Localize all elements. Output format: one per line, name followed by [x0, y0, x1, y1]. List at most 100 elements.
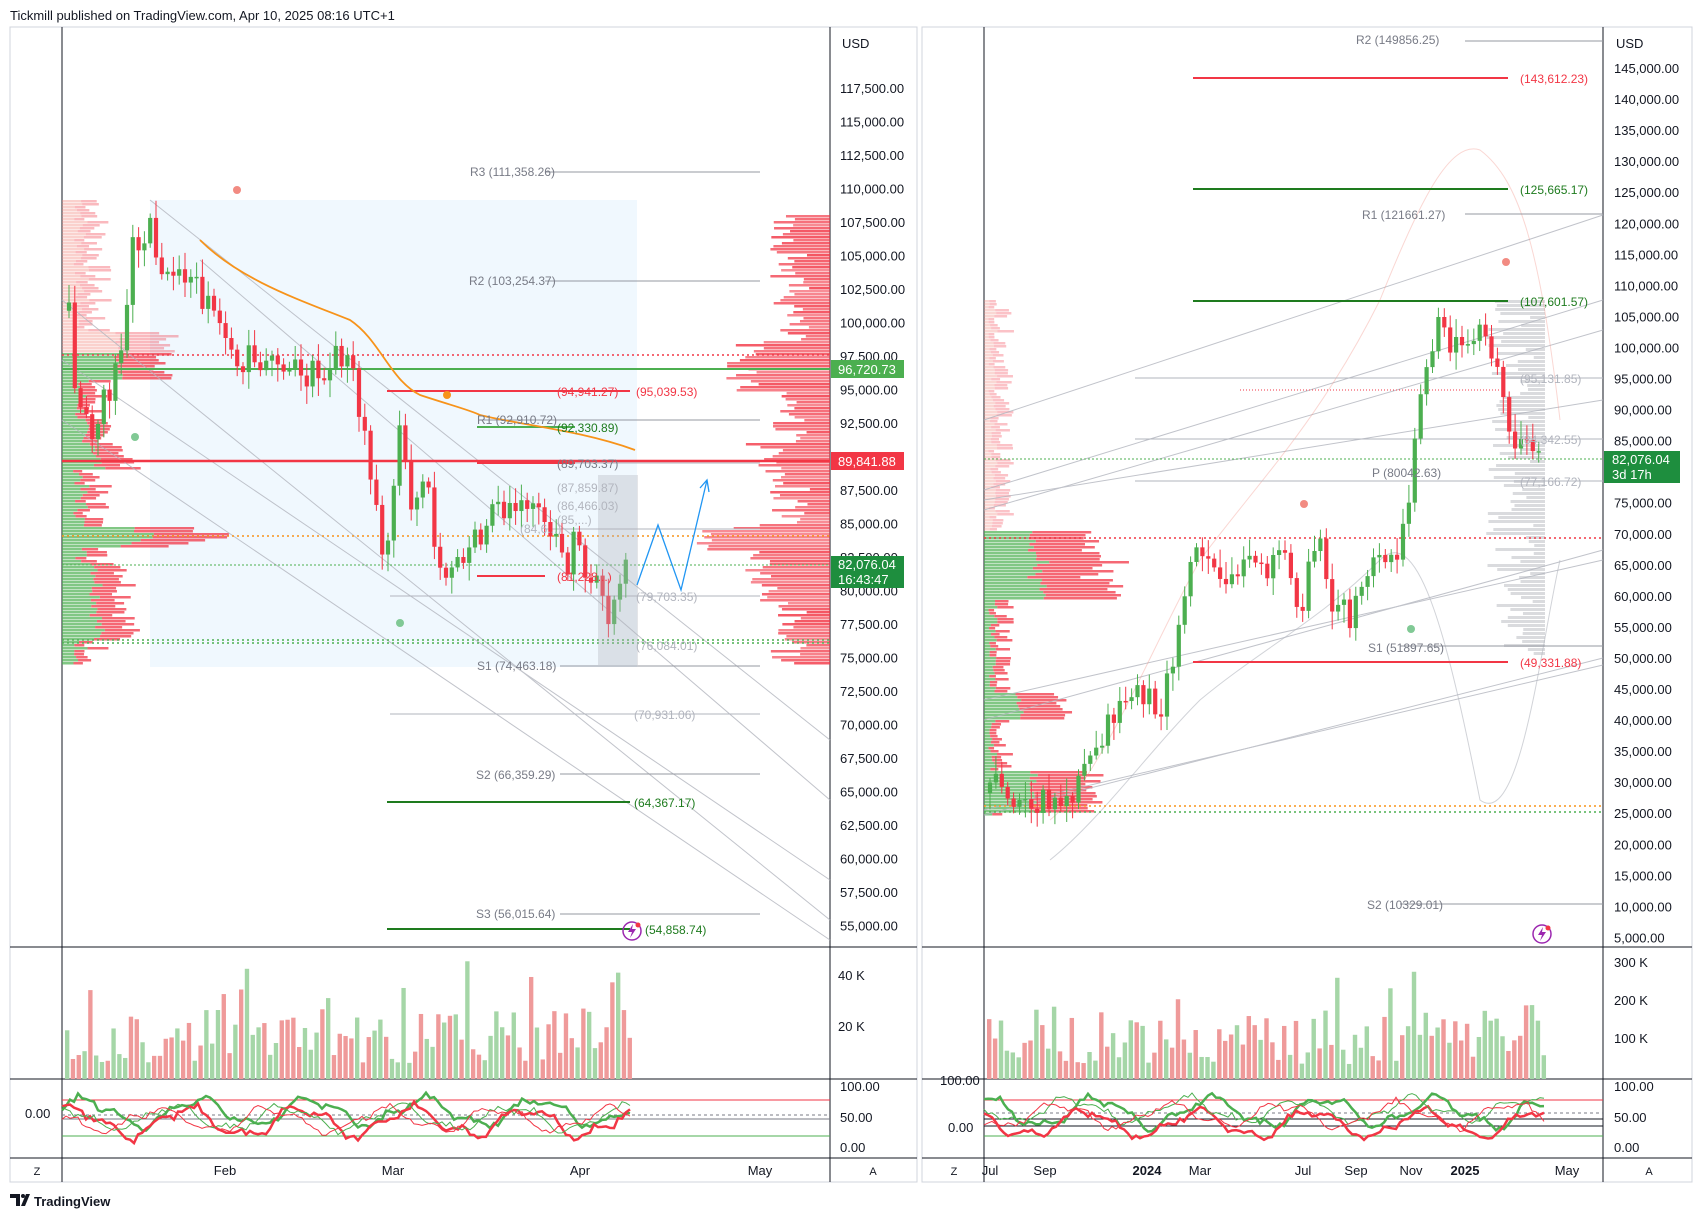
right-price-tick[interactable]: 70,000.00 [1614, 527, 1672, 542]
right-price-tick[interactable]: 20,000.00 [1614, 837, 1672, 852]
volume-profile-bar [1503, 484, 1545, 487]
right-price-tick[interactable]: 120,000.00 [1614, 216, 1679, 231]
left-price-tick[interactable]: 75,000.00 [840, 651, 898, 666]
volume-profile-bar [1030, 771, 1087, 774]
left-price-tick[interactable]: 100,000.00 [840, 316, 905, 331]
right-price-tick[interactable]: 40,000.00 [1614, 713, 1672, 728]
left-zoom-button[interactable]: Z [34, 1166, 41, 1178]
right-currency-label[interactable]: USD [1616, 36, 1643, 51]
left-price-tick[interactable]: 60,000.00 [840, 852, 898, 867]
volume-bar [534, 1027, 540, 1079]
right-time-sep2[interactable]: Sep [1344, 1163, 1367, 1178]
right-price-tick[interactable]: 75,000.00 [1614, 496, 1672, 511]
right-price-tick[interactable]: 30,000.00 [1614, 775, 1672, 790]
left-time-feb[interactable]: Feb [214, 1163, 236, 1178]
right-price-tick[interactable]: 55,000.00 [1614, 620, 1672, 635]
left-price-tick[interactable]: 67,500.00 [840, 751, 898, 766]
volume-profile-bar [795, 272, 830, 275]
right-zoom-button[interactable]: Z [951, 1166, 958, 1178]
right-time-mar[interactable]: Mar [1189, 1163, 1212, 1178]
right-price-tick[interactable]: 65,000.00 [1614, 558, 1672, 573]
right-price-tick[interactable]: 90,000.00 [1614, 403, 1672, 418]
right-chart-pane[interactable]: R2 (149856.25) R1 (121661.27) P (80042.6… [921, 26, 1693, 1183]
right-time-nov[interactable]: Nov [1399, 1163, 1423, 1178]
right-price-tick[interactable]: 125,000.00 [1614, 185, 1679, 200]
volume-profile-bar [74, 239, 85, 242]
right-price-tick[interactable]: 5,000.00 [1614, 930, 1665, 945]
volume-profile-bar [86, 503, 106, 506]
left-price-tick[interactable]: 115,000.00 [840, 115, 904, 130]
volume-profile-bar [750, 380, 830, 383]
left-price-tick[interactable]: 55,000.00 [840, 919, 898, 934]
pivot-dot-icon [396, 619, 404, 627]
right-price-tick[interactable]: 10,000.00 [1614, 899, 1672, 914]
right-time-sep[interactable]: Sep [1033, 1163, 1056, 1178]
left-price-tick[interactable]: 57,500.00 [840, 885, 898, 900]
right-time-may[interactable]: May [1555, 1163, 1580, 1178]
candle-body [1282, 550, 1288, 553]
left-time-mar[interactable]: Mar [382, 1163, 405, 1178]
left-time-apr[interactable]: Apr [570, 1163, 591, 1178]
left-price-tick[interactable]: 87,500.00 [840, 483, 898, 498]
left-price-tick[interactable]: 112,500.00 [840, 148, 904, 163]
right-price-tick[interactable]: 60,000.00 [1614, 589, 1672, 604]
right-price-tick[interactable]: 50,000.00 [1614, 651, 1672, 666]
right-time-2025[interactable]: 2025 [1451, 1163, 1480, 1178]
volume-bar [1193, 1030, 1198, 1079]
right-price-tick[interactable]: 130,000.00 [1614, 154, 1679, 169]
right-price-tick[interactable]: 35,000.00 [1614, 744, 1672, 759]
right-price-tick[interactable]: 25,000.00 [1614, 806, 1672, 821]
right-price-tick[interactable]: 110,000.00 [1614, 278, 1678, 293]
right-price-tick[interactable]: 115,000.00 [1614, 247, 1678, 262]
volume-profile-bar [781, 269, 830, 272]
left-price-tick[interactable]: 72,500.00 [840, 684, 898, 699]
right-time-jul[interactable]: Jul [982, 1163, 999, 1178]
right-price-tick[interactable]: 95,000.00 [1614, 372, 1672, 387]
left-price-tick[interactable]: 85,000.00 [840, 517, 898, 532]
volume-profile-bar [1496, 404, 1545, 407]
right-time-jul2[interactable]: Jul [1295, 1163, 1312, 1178]
left-price-tick[interactable]: 70,000.00 [840, 718, 898, 733]
volume-profile-bar [62, 662, 74, 665]
volume-profile-bar [1037, 564, 1103, 567]
volume-profile-bar [988, 390, 995, 393]
left-price-tick[interactable]: 102,500.00 [840, 282, 905, 297]
right-price-tick[interactable]: 145,000.00 [1614, 61, 1679, 76]
right-price-tick[interactable]: 45,000.00 [1614, 682, 1672, 697]
right-price-tick[interactable]: 100,000.00 [1614, 340, 1679, 355]
candle-body [1412, 438, 1417, 503]
right-price-tick[interactable]: 85,000.00 [1614, 434, 1672, 449]
volume-profile-bar [81, 200, 97, 203]
left-price-tick[interactable]: 105,000.00 [840, 249, 905, 264]
left-price-tick[interactable]: 65,000.00 [840, 785, 898, 800]
right-price-axis[interactable]: 145,000.00 140,000.00 135,000.00 130,000.00… [1614, 61, 1679, 945]
left-chart-pane[interactable]: R3 (111,358.26) R2 (103,254.37) R1 (92,9… [9, 26, 918, 1183]
lightning-icon[interactable] [622, 921, 642, 941]
left-time-may[interactable]: May [748, 1163, 773, 1178]
tradingview-logo[interactable]: TradingView [10, 1194, 111, 1209]
left-auto-button[interactable]: A [869, 1166, 877, 1178]
volume-bar [1051, 1006, 1057, 1079]
left-price-axis[interactable]: 117,500.00 115,000.00 112,500.00 110,000.00… [840, 81, 905, 934]
left-price-tick[interactable]: 107,500.00 [840, 215, 905, 230]
left-price-tick[interactable]: 117,500.00 [840, 81, 904, 96]
left-price-tick[interactable]: 110,000.00 [840, 182, 904, 197]
left-price-tick[interactable]: 77,500.00 [840, 617, 898, 632]
candle-body [1418, 394, 1423, 439]
left-currency-label[interactable]: USD [842, 36, 869, 51]
lightning-icon[interactable] [1532, 924, 1552, 944]
volume-profile-bar [800, 437, 830, 440]
volume-profile-bar [119, 338, 167, 341]
left-price-tick[interactable]: 95,000.00 [840, 383, 898, 398]
right-price-tick[interactable]: 15,000.00 [1614, 868, 1672, 883]
left-price-tick[interactable]: 92,500.00 [840, 416, 898, 431]
right-price-tick[interactable]: 140,000.00 [1614, 92, 1679, 107]
left-projection-box [598, 475, 638, 665]
right-time-2024[interactable]: 2024 [1133, 1163, 1163, 1178]
left-price-tick[interactable]: 62,500.00 [840, 818, 898, 833]
right-auto-button[interactable]: A [1645, 1166, 1653, 1178]
right-price-tick[interactable]: 105,000.00 [1614, 309, 1679, 324]
volume-bar [1010, 1052, 1016, 1079]
right-price-tick[interactable]: 135,000.00 [1614, 123, 1679, 138]
volume-profile-bar [62, 215, 82, 218]
